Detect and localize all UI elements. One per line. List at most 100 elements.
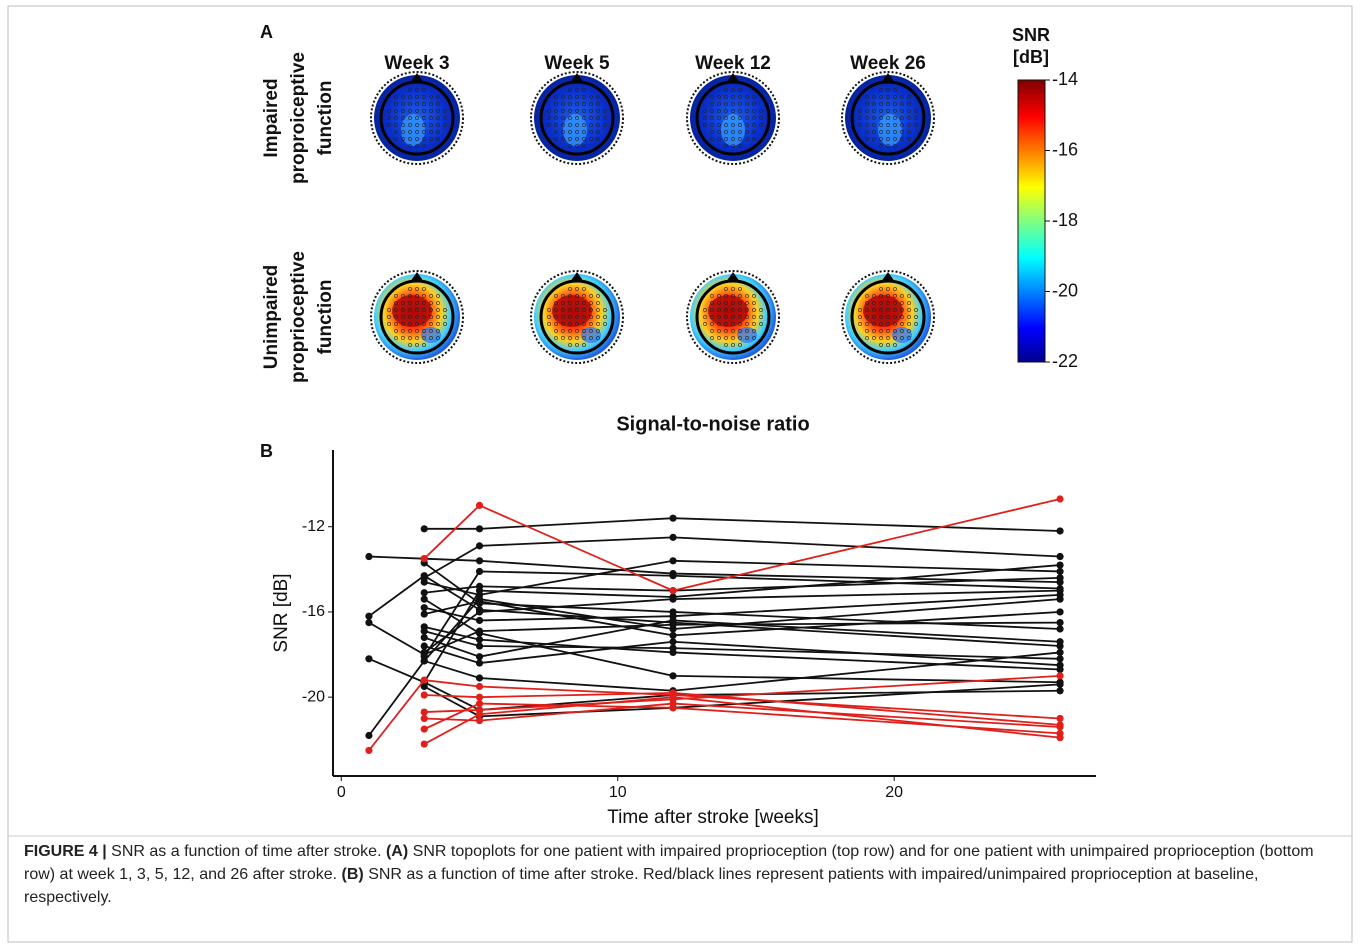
- electrode: [907, 315, 911, 319]
- electrode: [387, 322, 391, 326]
- topo-rim: [841, 270, 935, 364]
- series-line: [423, 630, 1061, 660]
- colorbar: [1017, 79, 1046, 363]
- electrode: [879, 329, 883, 333]
- electrode: [900, 336, 904, 340]
- electrode: [429, 322, 433, 326]
- electrode: [893, 88, 897, 92]
- electrode: [561, 102, 565, 106]
- electrode: [879, 116, 883, 120]
- y-tick-label: -20: [302, 688, 325, 705]
- electrode: [422, 88, 426, 92]
- series-line: [423, 619, 1061, 658]
- data-point: [669, 608, 677, 616]
- electrode: [738, 116, 742, 120]
- data-point: [1056, 561, 1064, 569]
- electrode: [893, 315, 897, 319]
- electrode: [745, 102, 749, 106]
- electrode: [738, 287, 742, 291]
- topoplot: [370, 270, 464, 364]
- topoplot: [530, 270, 624, 364]
- data-point: [1056, 625, 1064, 633]
- electrode: [879, 322, 883, 326]
- electrode: [554, 130, 558, 134]
- electrode: [745, 95, 749, 99]
- series-line: [423, 562, 1061, 630]
- electrode: [738, 336, 742, 340]
- electrode: [408, 294, 412, 298]
- electrode: [429, 137, 433, 141]
- electrode: [893, 130, 897, 134]
- electrode: [759, 315, 763, 319]
- electrode: [745, 116, 749, 120]
- electrode: [907, 308, 911, 312]
- electrode: [717, 301, 721, 305]
- panel-label: B: [260, 441, 273, 461]
- topo-blob: [563, 114, 587, 146]
- series-line: [424, 692, 1061, 726]
- electrode: [436, 336, 440, 340]
- electrode: [872, 109, 876, 113]
- electrode: [900, 102, 904, 106]
- electrode: [422, 144, 426, 148]
- topo-blob: [392, 295, 432, 327]
- electrode: [738, 308, 742, 312]
- electrode: [603, 109, 607, 113]
- electrode: [568, 315, 572, 319]
- row-label: function: [315, 81, 336, 156]
- electrode: [408, 315, 412, 319]
- series-line: [424, 517, 1061, 532]
- electrode: [731, 116, 735, 120]
- row-label: Unimpaired: [261, 265, 282, 370]
- electrode: [568, 109, 572, 113]
- data-point: [420, 725, 428, 733]
- electrode: [745, 308, 749, 312]
- electrode: [759, 116, 763, 120]
- electrode: [582, 123, 586, 127]
- electrode: [886, 329, 890, 333]
- electrode: [872, 322, 876, 326]
- data-point: [1056, 552, 1064, 561]
- electrode: [394, 308, 398, 312]
- electrode: [703, 315, 707, 319]
- caption: FIGURE 4 | SNR as a function of time aft…: [24, 840, 1324, 909]
- electrode: [589, 294, 593, 298]
- electrode: [724, 336, 728, 340]
- electrode: [422, 102, 426, 106]
- electrode: [582, 109, 586, 113]
- electrode: [907, 294, 911, 298]
- electrode: [731, 102, 735, 106]
- electrode: [568, 123, 572, 127]
- electrode: [408, 322, 412, 326]
- electrode: [401, 116, 405, 120]
- electrode: [422, 343, 426, 347]
- nose: [570, 73, 584, 83]
- electrode: [710, 137, 714, 141]
- electrode: [738, 144, 742, 148]
- electrode: [575, 315, 579, 319]
- electrode: [738, 102, 742, 106]
- electrode: [429, 294, 433, 298]
- electrode: [408, 343, 412, 347]
- electrode: [759, 109, 763, 113]
- data-point: [475, 693, 484, 701]
- electrode: [865, 329, 869, 333]
- electrode: [752, 301, 756, 305]
- electrode: [422, 322, 426, 326]
- electrode: [408, 102, 412, 106]
- data-point: [1056, 574, 1064, 582]
- electrode: [429, 315, 433, 319]
- electrode: [596, 329, 600, 333]
- electrode: [907, 137, 911, 141]
- electrode: [879, 308, 883, 312]
- electrode: [717, 109, 721, 113]
- electrode: [886, 287, 890, 291]
- electrode: [703, 116, 707, 120]
- electrode: [724, 123, 728, 127]
- electrode: [738, 343, 742, 347]
- series-line: [423, 589, 1061, 654]
- electrode: [745, 301, 749, 305]
- electrode: [554, 329, 558, 333]
- electrode: [422, 329, 426, 333]
- electrode: [422, 287, 426, 291]
